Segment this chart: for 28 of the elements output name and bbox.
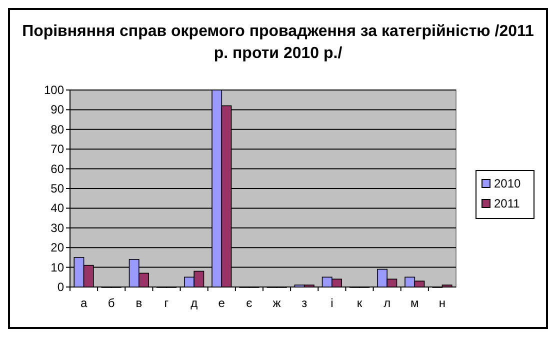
x-tick-label: б <box>108 296 115 310</box>
y-tick-label: 70 <box>50 142 64 156</box>
y-tick-label: 0 <box>57 280 64 294</box>
x-tick-label: в <box>136 296 142 310</box>
y-tick-label: 60 <box>50 162 64 176</box>
x-tick-label: л <box>384 296 391 310</box>
y-tick-label: 10 <box>50 260 64 274</box>
y-tick-label: 40 <box>50 201 64 216</box>
x-tick-label: д <box>190 296 198 310</box>
chart-title: Порівняння справ окремого провадження за категрійністю /2011 р. проти 2010 р./ <box>22 23 534 62</box>
x-tick-label: ж <box>272 296 281 310</box>
x-tick-label: а <box>80 296 88 310</box>
x-tick-label: н <box>438 296 446 310</box>
x-tick-label: і <box>330 296 334 310</box>
y-tick-label: 80 <box>50 122 64 136</box>
legend-label: 2010 <box>494 176 522 190</box>
x-tick-label: к <box>356 296 363 310</box>
x-tick-label: м <box>410 296 419 310</box>
x-tick-label: е <box>218 296 226 310</box>
legend-label: 2011 <box>494 196 520 210</box>
y-tick-label: 20 <box>50 240 64 255</box>
y-tick-label: 30 <box>50 220 64 235</box>
x-tick-label: з <box>302 296 308 310</box>
y-tick-label: 100 <box>44 83 64 97</box>
y-tick-label: 50 <box>50 182 64 196</box>
x-tick-label: г <box>164 296 170 310</box>
x-tick-label: є <box>246 296 252 310</box>
y-tick-label: 90 <box>50 102 64 117</box>
